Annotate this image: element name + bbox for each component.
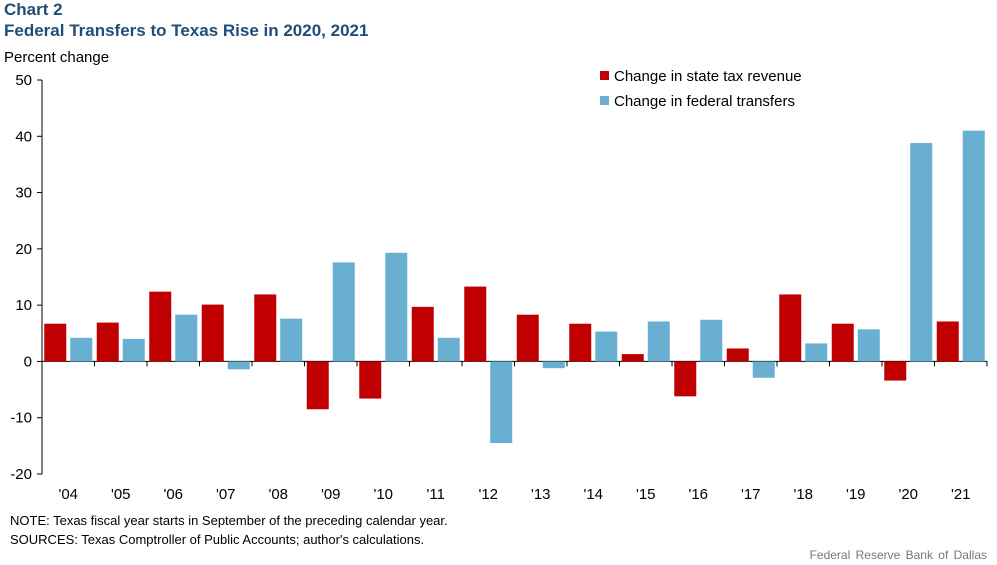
bar-federal-transfer <box>857 329 880 362</box>
bar-state-tax <box>779 294 802 362</box>
bar-federal-transfer <box>962 130 985 362</box>
bar-federal-transfer <box>122 338 145 362</box>
x-tick-label: '11 <box>427 486 445 503</box>
chart-title: Federal Transfers to Texas Rise in 2020,… <box>4 21 369 40</box>
y-axis-label: Percent change <box>4 49 110 66</box>
x-tick-label: '20 <box>898 486 918 503</box>
x-tick-label: '16 <box>688 486 708 503</box>
bar-federal-transfer <box>437 337 460 362</box>
sources-text: SOURCES: Texas Comptroller of Public Acc… <box>10 532 425 547</box>
y-tick-label: 0 <box>24 353 32 370</box>
x-tick-label: '09 <box>321 486 341 503</box>
x-tick-label: '14 <box>583 486 603 503</box>
bar-state-tax <box>254 294 277 362</box>
x-tick-label: '06 <box>163 486 183 503</box>
legend-label-state: Change in state tax revenue <box>614 68 802 85</box>
x-tick-label: '05 <box>111 486 131 503</box>
bar-state-tax <box>306 361 329 410</box>
x-tick-label: '13 <box>531 486 551 503</box>
bar-federal-transfer <box>805 343 828 362</box>
legend-swatch-state <box>600 71 609 80</box>
legend-label-federal: Change in federal transfers <box>614 93 795 110</box>
legend-item-federal: Change in federal transfers <box>600 93 795 110</box>
bar-state-tax <box>359 361 382 399</box>
x-tick-label: '12 <box>478 486 498 503</box>
bar-state-tax <box>884 361 907 381</box>
bar-state-tax <box>44 323 67 362</box>
y-tick-label: 20 <box>15 241 32 258</box>
x-tick-label: '08 <box>268 486 288 503</box>
y-tick-label: 30 <box>15 185 32 202</box>
bar-federal-transfer <box>490 361 513 444</box>
bar-federal-transfer <box>647 321 670 362</box>
bar-federal-transfer <box>752 361 775 378</box>
credit-text: Federal Reserve Bank of Dallas <box>809 548 987 562</box>
bar-state-tax <box>411 306 434 362</box>
bar-federal-transfer <box>175 314 198 362</box>
bar-state-tax <box>149 291 172 362</box>
bar-state-tax <box>674 361 697 397</box>
bar-state-tax <box>726 348 749 362</box>
x-tick-label: '04 <box>58 486 78 503</box>
x-tick-label: '17 <box>741 486 761 503</box>
chart-label: Chart 2 <box>4 0 63 19</box>
bar-federal-transfer <box>332 262 355 362</box>
legend-swatch-federal <box>600 96 609 105</box>
x-tick-label: '18 <box>793 486 813 503</box>
x-tick-label: '10 <box>373 486 393 503</box>
bar-state-tax <box>201 304 224 362</box>
bar-state-tax <box>831 323 854 362</box>
x-tick-label: '21 <box>951 486 971 503</box>
y-tick-label: -10 <box>10 410 32 427</box>
bar-federal-transfer <box>542 361 565 369</box>
y-tick-label: 10 <box>15 297 32 314</box>
bar-state-tax <box>621 354 644 362</box>
bar-state-tax <box>96 322 119 362</box>
note-text: NOTE: Texas fiscal year starts in Septem… <box>10 513 448 528</box>
bar-state-tax <box>464 286 487 362</box>
bar-federal-transfer <box>595 331 618 362</box>
bar-federal-transfer <box>910 143 933 362</box>
bar-federal-transfer <box>280 318 303 362</box>
bar-state-tax <box>936 321 959 362</box>
x-tick-label: '15 <box>636 486 656 503</box>
bar-federal-transfer <box>700 319 723 362</box>
bar-state-tax <box>516 314 539 362</box>
bar-federal-transfer <box>385 252 408 362</box>
y-tick-label: 40 <box>15 128 32 145</box>
x-tick-label: '19 <box>846 486 866 503</box>
x-tick-label: '07 <box>216 486 236 503</box>
y-tick-label: -20 <box>10 466 32 483</box>
bar-federal-transfer <box>227 361 250 370</box>
bar-federal-transfer <box>70 337 93 362</box>
legend-item-state: Change in state tax revenue <box>600 68 802 85</box>
bar-state-tax <box>569 323 592 362</box>
y-tick-label: 50 <box>15 72 32 89</box>
